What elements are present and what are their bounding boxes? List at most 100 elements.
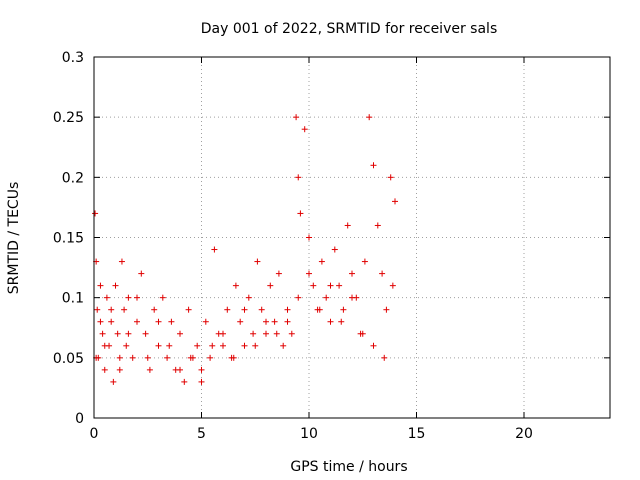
data-point [207,354,214,361]
data-point [301,126,308,133]
data-point [202,318,209,325]
data-points [92,114,398,385]
data-point [250,330,257,337]
data-point [159,294,166,301]
data-point [138,270,145,277]
data-point [155,342,162,349]
data-point [284,318,291,325]
data-point [349,294,355,301]
data-point [381,354,388,361]
data-point [379,270,386,277]
data-point [374,222,381,229]
data-point [94,306,101,313]
data-point [99,330,106,337]
data-point [323,294,330,301]
data-point [295,294,302,301]
data-point [97,282,104,289]
data-point [123,342,130,349]
data-point [142,330,149,337]
data-point [383,306,390,313]
data-point [318,258,325,265]
x-tick-label: 10 [300,426,318,442]
data-point [232,282,239,289]
axis-ticks: 0 5 10 15 20 0 0.05 0.1 0.15 0.2 0.25 0.3 [53,50,610,442]
data-point [271,318,278,325]
data-point [306,234,312,241]
data-point [220,330,226,337]
data-point [254,258,261,265]
data-point [295,174,302,181]
data-point [241,306,248,313]
data-point [230,354,237,361]
data-point [125,294,132,301]
data-point [129,354,136,361]
data-point [252,342,259,349]
data-point [263,318,269,325]
data-point [116,354,123,361]
data-point [187,354,194,361]
data-point [273,330,280,337]
data-point [224,306,231,313]
data-point [340,306,347,313]
data-point [316,306,323,313]
data-point [349,270,355,277]
data-point [327,318,334,325]
data-point [361,258,368,265]
data-point [209,342,216,349]
chart-title: Day 001 of 2022, SRMTID for receiver sal… [201,21,497,37]
data-point [338,318,345,325]
y-tick-label: 0.15 [53,231,84,247]
data-point [144,354,151,361]
data-point [103,294,110,301]
data-point [370,162,377,169]
data-point [267,282,274,289]
data-point [146,366,153,373]
data-point [275,270,282,277]
x-tick-label: 5 [197,426,206,442]
data-point [116,366,123,373]
data-point [306,270,312,277]
y-tick-label: 0.3 [62,50,84,66]
data-point [288,330,295,337]
data-point [101,366,108,373]
y-axis-label: SRMTID / TECUs [6,182,22,295]
data-point [392,198,398,205]
data-point [293,114,300,121]
data-point [237,318,244,325]
data-point [211,246,218,253]
data-point [263,330,269,337]
data-point [134,294,140,301]
data-point [118,258,125,265]
data-point [168,318,175,325]
data-point [280,342,287,349]
data-point [245,294,252,301]
data-point [134,318,140,325]
data-point [327,282,334,289]
data-point [97,318,104,325]
data-point [185,306,192,313]
data-point [164,354,171,361]
data-point [112,282,119,289]
x-tick-label: 20 [515,426,533,442]
data-point [258,306,265,313]
data-point [284,306,291,313]
data-point [151,306,158,313]
data-point [92,210,99,217]
y-tick-label: 0.2 [62,170,84,186]
y-tick-label: 0 [75,411,84,427]
data-point [359,330,366,337]
x-axis-label: GPS time / hours [290,459,407,475]
y-tick-label: 0.25 [53,110,84,126]
data-point [344,222,351,229]
data-point [166,342,173,349]
data-point [198,366,205,373]
data-point [181,378,188,385]
data-point [366,114,373,121]
data-point [241,342,248,349]
x-tick-label: 15 [408,426,426,442]
x-tick-label: 0 [90,426,99,442]
data-point [370,342,377,349]
data-point [198,378,205,385]
data-point [297,210,304,217]
